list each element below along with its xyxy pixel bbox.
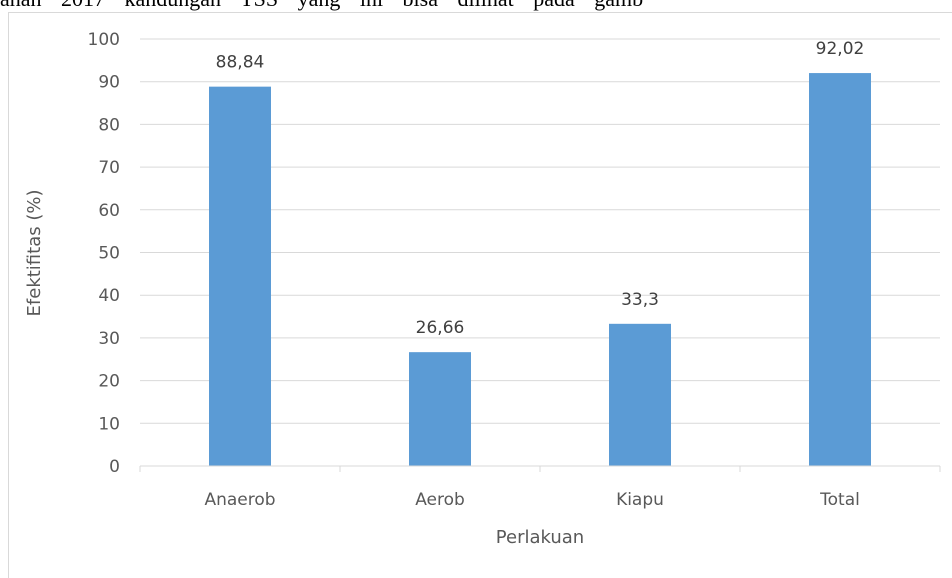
x-tick-label: Anaerob: [204, 490, 275, 510]
bars: [209, 73, 871, 467]
y-tick-label: 100: [88, 30, 120, 50]
bar-kiapu: [609, 323, 671, 466]
data-label: 33,3: [621, 290, 659, 310]
y-tick-label: 70: [98, 158, 120, 178]
x-axis: Anaerob Aerob Kiapu Total: [139, 465, 941, 510]
x-tick-label: Total: [819, 490, 860, 510]
y-tick-label: 40: [98, 286, 120, 306]
y-tick-label: 90: [98, 73, 120, 93]
y-tick-label: 10: [98, 414, 120, 434]
x-tick-label: Aerob: [415, 490, 465, 510]
y-axis-title: Efektifitas (%): [24, 190, 45, 317]
bar-total: [809, 73, 871, 467]
data-label: 88,84: [216, 53, 265, 73]
x-axis-title: Perlakuan: [496, 527, 584, 548]
y-tick-label: 0: [109, 457, 120, 477]
data-label: 92,02: [816, 39, 865, 59]
bar-anaerob: [209, 86, 271, 466]
x-tick-label: Kiapu: [616, 490, 664, 510]
y-tick-label: 20: [98, 372, 120, 392]
y-tick-label: 30: [98, 329, 120, 349]
bar-aerob: [409, 352, 471, 466]
y-axis-ticks: 0 10 20 30 40 50 60 70 80 90 100: [88, 30, 120, 477]
data-label: 26,66: [416, 318, 465, 338]
y-tick-label: 50: [98, 244, 120, 264]
gridlines: [140, 38, 940, 424]
data-labels: 88,84 26,66 33,3 92,02: [216, 39, 865, 338]
document-text-line: ahan 2017 kandungan TSS yang ini bisa di…: [0, 0, 952, 16]
y-tick-label: 80: [98, 115, 120, 135]
y-tick-label: 60: [98, 201, 120, 221]
